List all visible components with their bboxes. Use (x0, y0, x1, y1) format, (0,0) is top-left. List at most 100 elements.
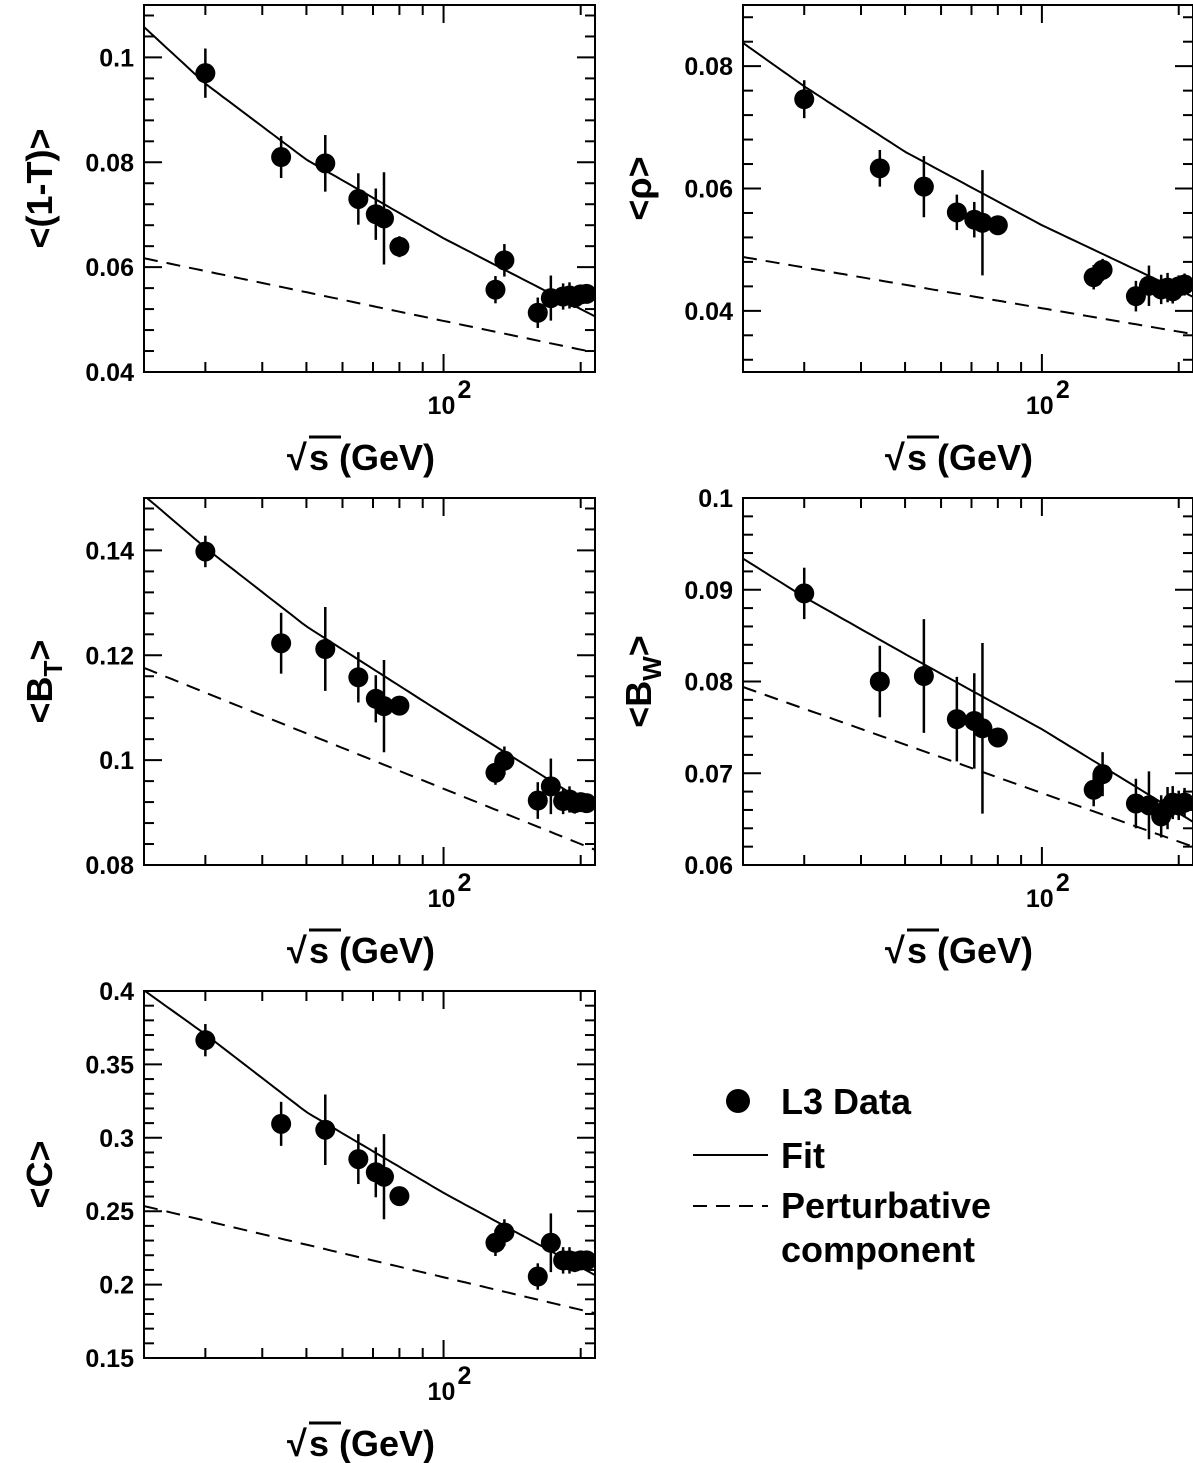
x-axis-sqrt-symbol: √ (287, 1423, 307, 1463)
plot-area (144, 498, 595, 851)
x-tick-label-exp: 2 (458, 376, 472, 404)
y-tick-label: 0.1 (99, 747, 134, 775)
x-tick-label-base: 10 (428, 1378, 456, 1406)
y-tick-label: 0.04 (684, 298, 733, 326)
data-point (869, 671, 890, 692)
legend-pert-label-line2: component (781, 1229, 975, 1270)
data-point (576, 1250, 595, 1271)
y-axis-title-text: <C> (19, 1140, 60, 1208)
y-axis-title-text: <(1-T)> (19, 128, 60, 248)
y-tick-label: 0.4 (99, 978, 134, 1006)
plot-frame (143, 497, 596, 866)
y-axis-title: <C> (19, 1140, 60, 1208)
data-point (315, 1119, 336, 1140)
x-tick-label-exp: 2 (458, 869, 472, 897)
data-point (987, 215, 1008, 236)
x-axis-title: s (GeV) (907, 930, 1033, 971)
y-tick-label: 0.08 (85, 149, 134, 177)
x-axis-title: s (GeV) (309, 437, 435, 478)
legend-data-label: L3 Data (781, 1081, 912, 1122)
data-point (946, 709, 967, 730)
y-tick-label: 0.1 (698, 485, 733, 513)
data-point (389, 695, 410, 716)
data-point (913, 665, 934, 686)
x-tick-label-base: 10 (428, 885, 456, 913)
y-tick-label: 0.35 (85, 1051, 134, 1079)
y-axis-title-close: > (618, 635, 659, 656)
series-fit-curve (145, 498, 595, 810)
y-axis-title-text: <B (618, 681, 659, 728)
data-point (869, 158, 890, 179)
data-point (527, 1266, 548, 1287)
x-tick-label-exp: 2 (458, 1362, 472, 1390)
series-fit-curve (743, 42, 1193, 298)
y-tick-label: 0.15 (85, 1345, 134, 1373)
data-point (494, 750, 515, 771)
y-tick-label: 0.12 (85, 642, 134, 670)
chart-panel-4: 102 √ s (GeV) 0.06 0.07 0.08 0.09 0.1 <BW> (618, 485, 1193, 971)
y-axis-title: <BW> (618, 635, 667, 728)
y-axis-title: <ρ> (618, 156, 659, 220)
x-axis-title: s (GeV) (907, 437, 1033, 478)
x-axis-title: s (GeV) (309, 930, 435, 971)
y-tick-label: 0.25 (85, 1198, 134, 1226)
data-point (195, 1030, 216, 1051)
series-fit-curve (144, 26, 595, 318)
data-point (987, 727, 1008, 748)
data-point (1174, 274, 1193, 295)
x-axis-title: s (GeV) (309, 1423, 435, 1463)
x-tick-label-base: 10 (1026, 392, 1054, 420)
y-tick-label: 0.14 (85, 537, 134, 565)
plot-frame (143, 990, 596, 1359)
data-point (794, 583, 815, 604)
plot-area (144, 26, 595, 354)
y-tick-label: 0.2 (99, 1272, 134, 1300)
y-axis-title-close: > (19, 640, 60, 661)
legend-fit-label: Fit (781, 1135, 825, 1176)
y-axis-title-sub: W (637, 656, 667, 681)
chart-panel-1: 102 √ s (GeV) 0.04 0.06 0.08 0.1 <(1-T)> (19, 4, 596, 478)
series-fit-curve (144, 991, 595, 1276)
data-point (271, 147, 292, 168)
data-point (348, 188, 369, 209)
data-point (1083, 779, 1104, 800)
y-axis-title: <BT> (19, 640, 68, 724)
x-tick-label-exp: 2 (1056, 376, 1070, 404)
series-perturbative-curve (743, 686, 1193, 848)
series-perturbative-curve (743, 256, 1193, 336)
data-point (195, 541, 216, 562)
data-point (1092, 259, 1113, 280)
data-point (373, 696, 394, 717)
x-tick-label-exp: 2 (1056, 869, 1070, 897)
data-point (540, 776, 561, 797)
x-axis-sqrt-symbol: √ (287, 930, 307, 971)
data-point (494, 250, 515, 271)
x-axis-sqrt-symbol: √ (885, 930, 905, 971)
data-point (315, 153, 336, 174)
y-tick-label: 0.08 (684, 53, 733, 81)
y-tick-label: 0.09 (684, 577, 733, 605)
plot-area (743, 42, 1193, 336)
data-point (485, 279, 506, 300)
data-point (527, 790, 548, 811)
y-tick-label: 0.04 (85, 359, 134, 387)
y-tick-label: 0.06 (684, 852, 733, 880)
data-point (576, 283, 595, 304)
data-point (271, 1113, 292, 1134)
data-point (576, 793, 595, 814)
data-point (389, 1186, 410, 1207)
y-tick-label: 0.06 (684, 176, 733, 204)
series-perturbative-curve (144, 666, 595, 851)
series-fit-curve (743, 557, 1193, 823)
data-point (373, 1166, 394, 1187)
data-point (1174, 792, 1193, 813)
data-point (271, 633, 292, 654)
series-perturbative-curve (144, 257, 595, 354)
series-perturbative-curve (144, 1205, 595, 1315)
data-point (527, 302, 548, 323)
x-axis-sqrt-symbol: √ (287, 437, 307, 478)
y-tick-label: 0.07 (684, 760, 733, 788)
y-axis-title-text: <ρ> (618, 156, 659, 220)
plot-frame (143, 4, 596, 373)
